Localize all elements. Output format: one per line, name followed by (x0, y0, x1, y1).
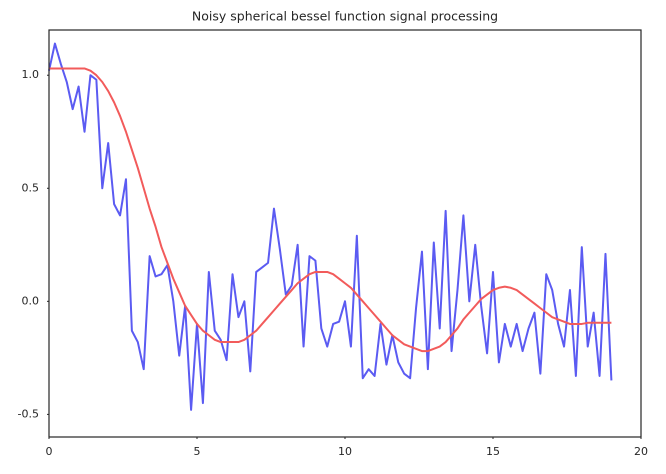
x-tick-label: 0 (46, 445, 53, 458)
series-line (48, 42, 613, 411)
plot-frame (48, 29, 642, 438)
x-tick-label: 10 (338, 445, 352, 458)
chart-title: Noisy spherical bessel function signal p… (192, 9, 498, 24)
x-tick-label: 15 (486, 445, 500, 458)
y-tick-label: 1.0 (22, 68, 40, 81)
y-tick-label: 0.0 (22, 294, 40, 307)
x-tick-label: 20 (634, 445, 648, 458)
series-line (49, 67, 612, 353)
y-tick-label: 0.5 (22, 181, 40, 194)
x-tick-label: 5 (194, 445, 201, 458)
y-tick-label: -0.5 (18, 407, 39, 420)
